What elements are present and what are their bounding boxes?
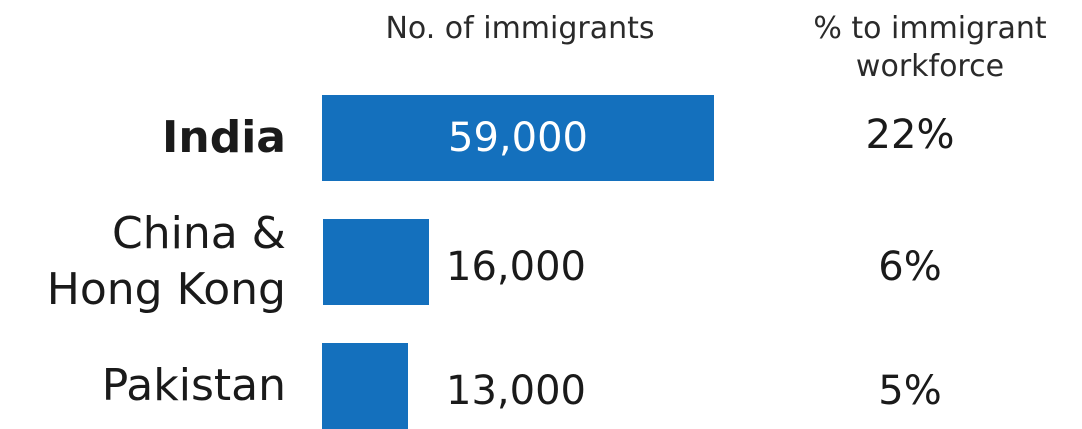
bar-0 — [322, 95, 714, 181]
values-column-header: No. of immigrants — [385, 11, 655, 46]
country-label-1: China & Hong Kong — [46, 208, 286, 315]
share-label-1: 6% — [878, 244, 942, 290]
country-label-0: India — [162, 112, 286, 163]
value-label-2: 13,000 — [446, 368, 586, 414]
value-label-1: 16,000 — [446, 244, 586, 290]
share-label-0: 22% — [865, 112, 955, 158]
share-label-2: 5% — [878, 368, 942, 414]
share-column-header: % to immigrant workforce — [813, 11, 1047, 84]
country-label-2: Pakistan — [101, 360, 286, 411]
value-label-0: 59,000 — [448, 115, 588, 161]
bar-1 — [323, 219, 429, 305]
bar-2 — [322, 343, 408, 429]
